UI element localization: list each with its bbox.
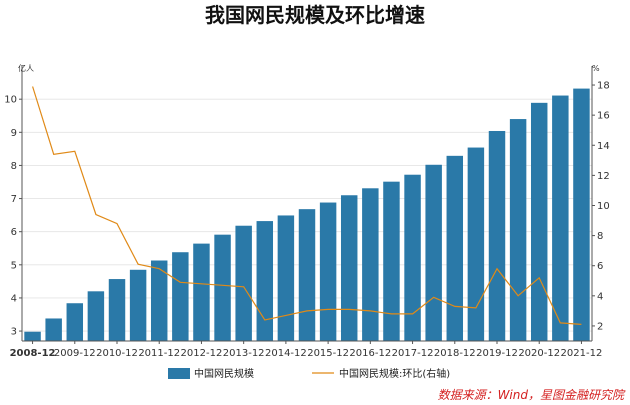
x-tick-label: 2015-12 [307,348,349,359]
bar [45,318,62,341]
bar [467,147,485,341]
left-tick-label: 9 [11,128,17,139]
x-tick-label: 2011-12 [138,348,180,359]
right-tick-label: 16 [597,111,610,122]
bar [340,195,358,341]
bar [277,215,295,341]
bar [66,303,84,341]
left-tick-label: 3 [11,327,17,338]
x-tick-label: 2012-12 [181,348,223,359]
line-series [32,86,582,325]
legend: 中国网民规模 中国网民规模:环比(右轴) [168,367,450,380]
x-tick-label: 2008-12 [10,348,56,359]
left-tick-label: 6 [11,227,17,238]
bar [87,291,105,341]
bar [404,174,421,341]
bar [256,221,274,341]
bar [108,279,126,341]
x-tick-label: 2014-12 [265,348,307,359]
right-tick-label: 8 [597,231,603,242]
bar [362,188,379,341]
x-tick-label: 2009-12 [54,348,96,359]
x-tick-label: 2019-12 [476,348,518,359]
legend-swatch-bar [168,368,190,379]
legend-label-bar: 中国网民规模 [194,367,254,380]
x-tick-label: 2020-12 [518,348,560,359]
right-tick-label: 4 [597,291,603,302]
x-tick-label: 2010-12 [96,348,138,359]
bar [172,252,189,341]
right-tick-label: 6 [597,261,603,272]
legend-label-line: 中国网民规模:环比(右轴) [339,367,450,380]
bar [446,155,464,341]
bar [24,331,41,341]
x-tick-label: 2013-12 [223,348,265,359]
x-tick-label: 2018-12 [434,348,476,359]
bar [214,234,231,341]
bar [509,119,527,341]
right-axis-unit: % [592,64,600,73]
bar [193,243,210,341]
bar [298,209,316,341]
bar [129,269,147,341]
left-tick-label: 4 [11,293,17,304]
right-tick-label: 14 [597,141,610,152]
right-tick-label: 12 [597,171,610,182]
bar [235,225,252,341]
left-tick-label: 7 [11,194,17,205]
x-tick-label: 2016-12 [349,348,391,359]
right-tick-label: 18 [597,81,610,92]
bar [552,95,569,341]
growth-line [32,86,582,325]
right-axis-ticks: 2 4 6 8 10 12 14 16 18 [592,81,610,332]
source-note: 数据来源：Wind，星图金融研究院 [438,388,626,402]
left-tick-label: 8 [11,161,17,172]
bar [150,260,168,341]
left-axis-unit: 亿人 [18,63,34,73]
x-tick-label: 2021-12 [561,348,603,359]
right-tick-label: 10 [597,201,610,212]
x-tick-label: 2017-12 [392,348,434,359]
right-tick-label: 2 [597,321,603,332]
bar [383,181,400,341]
bar [530,102,548,341]
chart-title: 我国网民规模及环比增速 [205,3,425,27]
left-tick-label: 5 [11,260,17,271]
bar-series [24,88,590,342]
bar [319,202,337,341]
bar [573,88,590,342]
left-tick-label: 10 [4,95,17,106]
left-axis-ticks: 3 4 5 6 7 8 9 10 [4,95,22,338]
bar [425,164,442,341]
bar [488,130,506,341]
